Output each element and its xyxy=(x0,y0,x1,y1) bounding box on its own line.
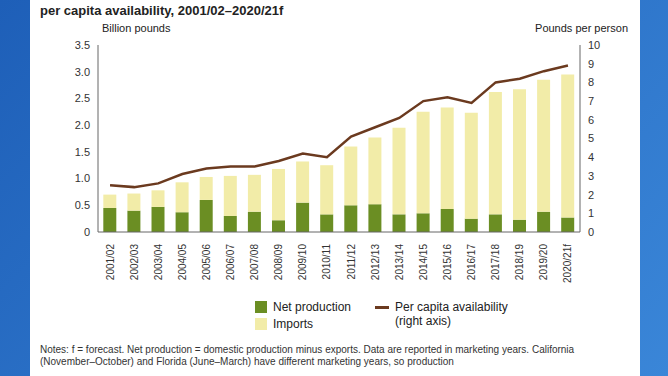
svg-text:2007/08: 2007/08 xyxy=(249,244,260,281)
svg-text:2015/16: 2015/16 xyxy=(442,244,453,281)
svg-text:2001/02: 2001/02 xyxy=(105,244,116,281)
svg-text:2016/17: 2016/17 xyxy=(466,244,477,281)
svg-text:1.0: 1.0 xyxy=(75,172,90,184)
svg-text:2: 2 xyxy=(588,189,594,201)
svg-text:8: 8 xyxy=(588,76,594,88)
svg-text:3.0: 3.0 xyxy=(75,66,90,78)
svg-text:0.5: 0.5 xyxy=(75,199,90,211)
html-text:per capita availability, 2001/: per capita availability, 2001/02–2020/21… xyxy=(40,3,284,18)
svg-text:2.0: 2.0 xyxy=(75,119,90,131)
svg-text:9: 9 xyxy=(588,58,594,70)
svg-text:0: 0 xyxy=(84,226,90,238)
svg-text:2.5: 2.5 xyxy=(75,92,90,104)
svg-text:1.5: 1.5 xyxy=(75,146,90,158)
svg-text:2018/19: 2018/19 xyxy=(514,244,525,281)
html-text:Imports: Imports xyxy=(273,317,313,331)
svg-text:2017/18: 2017/18 xyxy=(490,244,501,281)
html-text:Per capita availability (right: Per capita availability (right axis) xyxy=(395,300,508,328)
svg-text:2004/05: 2004/05 xyxy=(177,244,188,281)
svg-text:2020/21f: 2020/21f xyxy=(562,244,573,283)
svg-text:1: 1 xyxy=(588,207,594,219)
svg-text:2019/20: 2019/20 xyxy=(538,244,549,281)
html-text:Notes: f = forecast. Net produ: Notes: f = forecast. Net production = do… xyxy=(40,344,575,367)
svg-text:2012/13: 2012/13 xyxy=(370,244,381,281)
svg-text:2014/15: 2014/15 xyxy=(418,244,429,281)
svg-text:2008/09: 2008/09 xyxy=(273,244,284,281)
svg-text:10: 10 xyxy=(588,39,600,51)
svg-text:5: 5 xyxy=(588,132,594,144)
svg-text:2013/14: 2013/14 xyxy=(394,244,405,281)
svg-text:4: 4 xyxy=(588,151,594,163)
svg-text:2009/10: 2009/10 xyxy=(297,244,308,281)
svg-text:7: 7 xyxy=(588,95,594,107)
svg-text:2011/12: 2011/12 xyxy=(346,244,357,280)
svg-text:2006/07: 2006/07 xyxy=(225,244,236,281)
svg-text:2002/03: 2002/03 xyxy=(129,244,140,281)
html-text:Billion pounds: Billion pounds xyxy=(102,22,171,34)
svg-text:2003/04: 2003/04 xyxy=(153,244,164,281)
html-text:Net production: Net production xyxy=(273,300,351,314)
html-text:Pounds per person: Pounds per person xyxy=(535,22,628,34)
svg-text:3.5: 3.5 xyxy=(75,39,90,51)
svg-text:6: 6 xyxy=(588,114,594,126)
svg-text:3: 3 xyxy=(588,170,594,182)
svg-text:2005/06: 2005/06 xyxy=(201,244,212,281)
svg-text:2010/11: 2010/11 xyxy=(321,244,332,280)
svg-text:0: 0 xyxy=(588,226,594,238)
